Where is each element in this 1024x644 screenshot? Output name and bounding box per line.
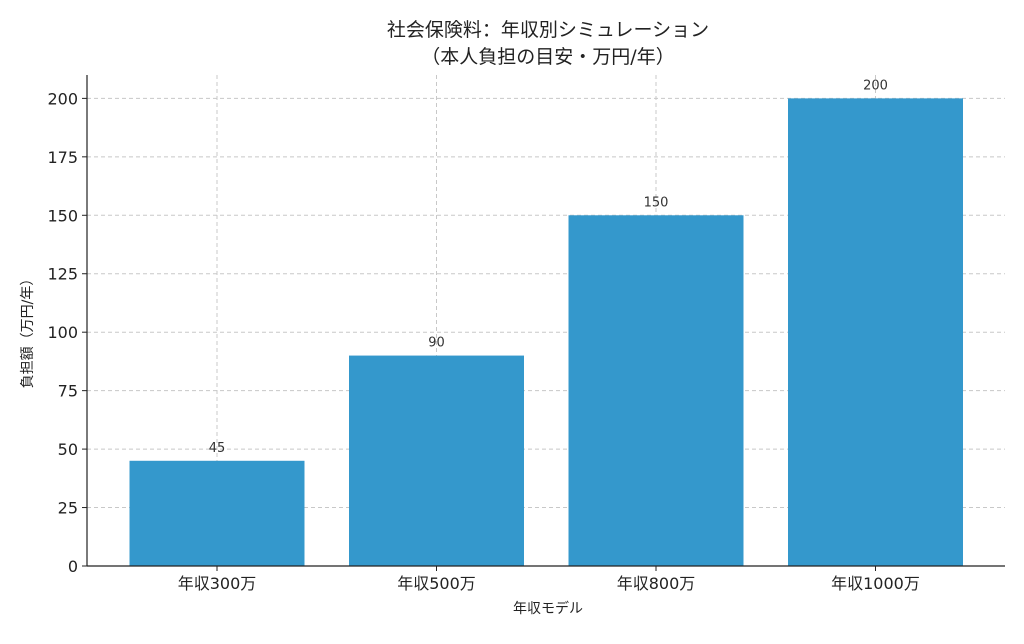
x-tick-label: 年収1000万 (831, 574, 920, 593)
x-axis-label: 年収モデル (513, 600, 583, 617)
y-tick-label: 25 (58, 499, 78, 518)
y-tick-label: 175 (47, 148, 78, 167)
chart-subtitle: （本人負担の目安・万円/年） (421, 46, 674, 68)
y-axis-label: 負担額（万円/年） (20, 272, 36, 389)
bar (568, 215, 744, 567)
data-label: 45 (209, 441, 226, 456)
x-tick-label: 年収300万 (178, 574, 257, 593)
y-tick-label: 150 (47, 206, 78, 225)
bar (788, 98, 963, 566)
y-tick-label: 75 (58, 382, 78, 401)
bar (349, 355, 524, 566)
bars: 45 90 150 200 (129, 78, 963, 567)
axes: 0 25 50 75 100 125 150 175 200 年収300万 年収500万 年収800万… (47, 75, 1005, 593)
data-label: 200 (863, 78, 888, 93)
y-tick-label: 0 (68, 557, 78, 576)
chart-title: 社会保険料：年収別シミュレーション (387, 19, 709, 41)
x-tick-label: 年収800万 (617, 574, 696, 593)
y-tick-label: 100 (47, 323, 78, 342)
y-tick-label: 125 (47, 265, 78, 284)
x-tick-label: 年収500万 (397, 574, 476, 593)
bar (129, 460, 305, 566)
data-label: 150 (644, 195, 669, 210)
y-tick-label: 200 (47, 89, 78, 108)
y-tick-label: 50 (58, 440, 78, 459)
data-label: 90 (428, 336, 445, 351)
